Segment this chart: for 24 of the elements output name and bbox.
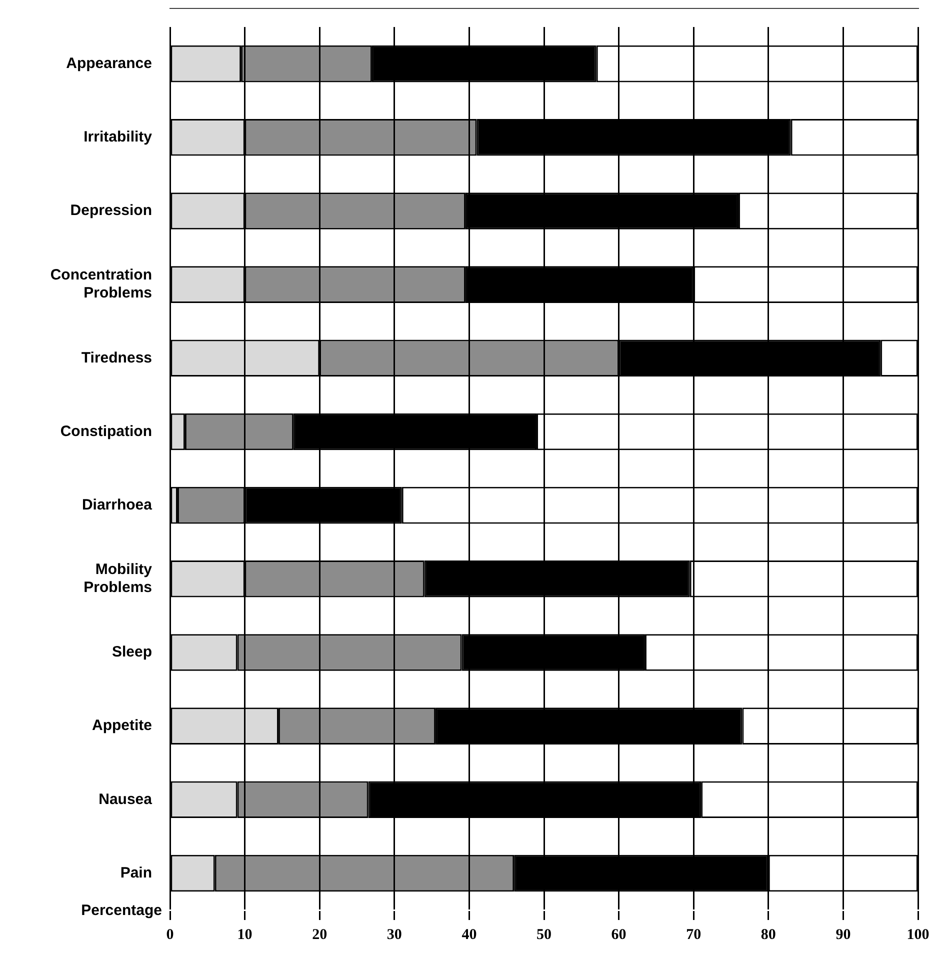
y-tick-label: Mobility Problems (84, 561, 153, 596)
x-tick-label: 60 (611, 926, 626, 943)
x-tick-label: 10 (237, 926, 252, 943)
y-tick-label: Nausea (98, 790, 153, 808)
y-tick-label: Sleep (112, 644, 152, 661)
x-tick-label: 0 (166, 926, 174, 943)
y-tick-label: Appetite (92, 717, 152, 734)
y-tick-label: Diarrhoea (82, 496, 153, 514)
x-tick-label: 100 (906, 926, 930, 943)
y-tick-label: Appearance (66, 54, 152, 72)
x-tick-label: 70 (686, 926, 702, 943)
x-tick-label: 90 (836, 926, 851, 943)
y-tick-label: Constipation (60, 422, 152, 440)
x-tick-label: 80 (760, 926, 776, 943)
x-tick-label: 20 (312, 926, 328, 943)
y-tick-label: Depression (70, 202, 152, 220)
y-tick-label: Tiredness (81, 349, 152, 366)
y-tick-label: Irritability (84, 128, 153, 146)
x-tick-label: 40 (462, 926, 477, 943)
y-tick-label: Pain (120, 864, 152, 882)
x-axis-title: Percentage (81, 902, 162, 920)
x-tick-label: 30 (386, 926, 402, 943)
y-tick-label: Concentration Problems (50, 266, 152, 302)
x-tick-label: 50 (536, 926, 552, 943)
